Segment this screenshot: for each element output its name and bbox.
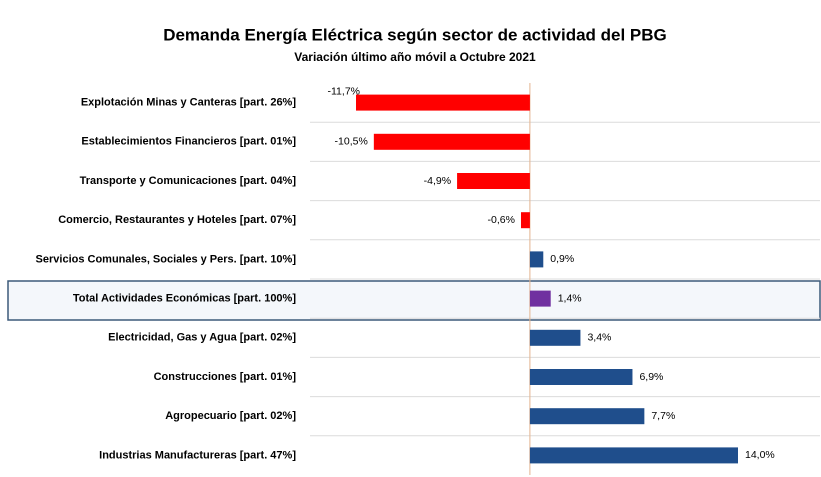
value-label: 6,9% xyxy=(639,371,663,383)
category-label: Servicios Comunales, Sociales y Pers. [p… xyxy=(36,253,297,265)
category-label: Transporte y Comunicaciones [part. 04%] xyxy=(80,175,297,187)
value-label: 3,4% xyxy=(587,332,611,344)
value-label: -0,6% xyxy=(488,214,515,226)
category-label: Agropecuario [part. 02%] xyxy=(165,410,296,422)
category-label: Explotación Minas y Canteras [part. 26%] xyxy=(81,97,297,109)
value-label: 7,7% xyxy=(651,410,675,422)
highlight-box xyxy=(7,280,821,321)
category-label: Establecimientos Financieros [part. 01%] xyxy=(81,136,296,148)
bar xyxy=(356,94,530,111)
chart-title: Demanda Energía Eléctrica según sector d… xyxy=(163,25,667,44)
bar xyxy=(529,447,738,464)
bar xyxy=(529,290,551,307)
bar xyxy=(373,133,530,150)
value-label: 0,9% xyxy=(550,253,574,265)
category-label: Total Actividades Económicas [part. 100%… xyxy=(73,293,296,305)
value-label: -4,9% xyxy=(424,175,451,187)
chart-subtitle: Variación último año móvil a Octubre 202… xyxy=(294,50,536,64)
bar xyxy=(520,212,530,229)
category-label: Industrias Manufactureras [part. 47%] xyxy=(99,449,296,461)
bar xyxy=(529,251,544,268)
bar xyxy=(529,408,645,425)
category-label: Construcciones [part. 01%] xyxy=(154,371,297,383)
category-label: Comercio, Restaurantes y Hoteles [part. … xyxy=(58,214,296,226)
value-label: 14,0% xyxy=(745,449,775,461)
bar xyxy=(529,329,581,346)
category-label: Electricidad, Gas y Agua [part. 02%] xyxy=(108,332,296,344)
bar xyxy=(457,173,530,189)
value-label: 1,4% xyxy=(558,292,582,304)
value-label: -11,7% xyxy=(328,85,361,97)
bar xyxy=(529,369,633,385)
value-label: -10,5% xyxy=(335,136,368,148)
